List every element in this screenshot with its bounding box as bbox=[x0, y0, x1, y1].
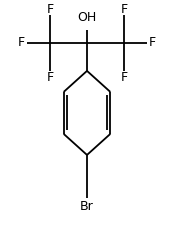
Text: F: F bbox=[121, 71, 128, 84]
Text: F: F bbox=[18, 36, 25, 49]
Text: OH: OH bbox=[77, 11, 97, 24]
Text: F: F bbox=[149, 36, 156, 49]
Text: F: F bbox=[121, 3, 128, 16]
Text: Br: Br bbox=[80, 200, 94, 213]
Text: F: F bbox=[46, 71, 53, 84]
Text: F: F bbox=[46, 3, 53, 16]
